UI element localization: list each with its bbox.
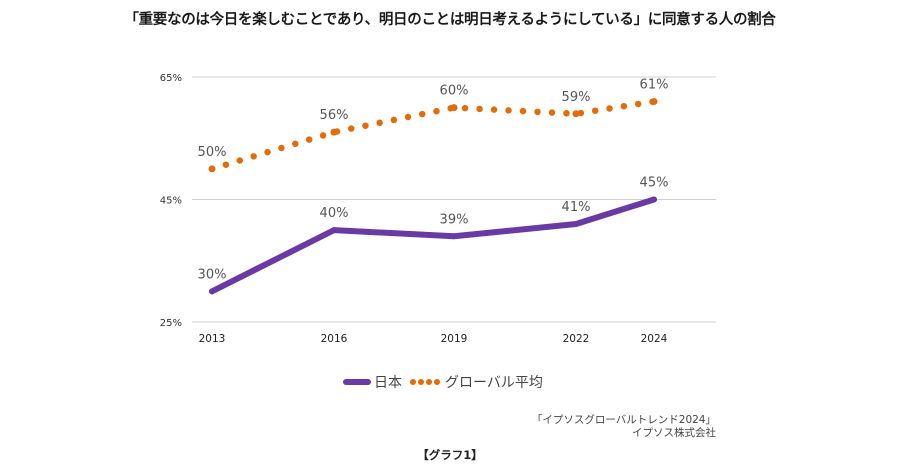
data-point-global (330, 128, 338, 136)
x-tick-label: 2019 (441, 333, 468, 345)
data-label-global: 56% (320, 108, 349, 123)
legend-item-japan: 日本 (343, 372, 402, 392)
y-tick-label: 65% (160, 73, 182, 84)
source-note: 「イプソスグローバルトレンド2024」 イプソス株式会社 (532, 414, 716, 440)
data-label-japan: 30% (198, 267, 227, 282)
data-point-japan (651, 196, 657, 203)
chart-title: 「重要なのは今日を楽しむことであり、明日のことは明日考えるようにしている」に同意… (124, 12, 776, 28)
series-line-global (208, 98, 658, 173)
x-tick-label: 2024 (641, 333, 668, 345)
source-line-1: 「イプソスグローバルトレンド2024」 (531, 414, 716, 426)
legend-label-japan: 日本 (374, 375, 402, 391)
y-tick-label: 45% (160, 196, 182, 207)
x-tick-label: 2022 (563, 333, 590, 345)
data-label-global: 60% (440, 84, 469, 99)
legend-swatch-japan (343, 379, 371, 385)
data-point-global (450, 104, 458, 112)
data-label-japan: 39% (440, 212, 469, 227)
data-point-japan (451, 233, 457, 240)
data-point-global (650, 98, 658, 105)
data-point-japan (573, 221, 579, 227)
data-label-global: 61% (640, 78, 669, 93)
legend-label-global: グローバル平均 (445, 375, 543, 391)
figure-caption: 【グラフ1】 (417, 448, 483, 462)
chart-legend: 日本 グローバル平均 (343, 372, 551, 392)
data-label-global: 50% (198, 145, 227, 160)
y-tick-label: 25% (160, 318, 182, 329)
x-tick-label: 2016 (321, 333, 348, 345)
x-tick-label: 2013 (199, 333, 226, 345)
data-point-global (208, 165, 216, 173)
legend-item-global: グローバル平均 (410, 372, 543, 392)
data-point-japan (209, 288, 215, 295)
data-label-japan: 45% (640, 176, 669, 191)
data-point-japan (331, 227, 337, 234)
source-line-2: イプソス株式会社 (632, 427, 716, 439)
legend-swatch-global (410, 379, 442, 385)
data-label-global: 59% (562, 90, 591, 105)
data-label-japan: 40% (320, 206, 349, 221)
data-label-japan: 41% (562, 200, 591, 215)
data-point-global (572, 110, 580, 118)
